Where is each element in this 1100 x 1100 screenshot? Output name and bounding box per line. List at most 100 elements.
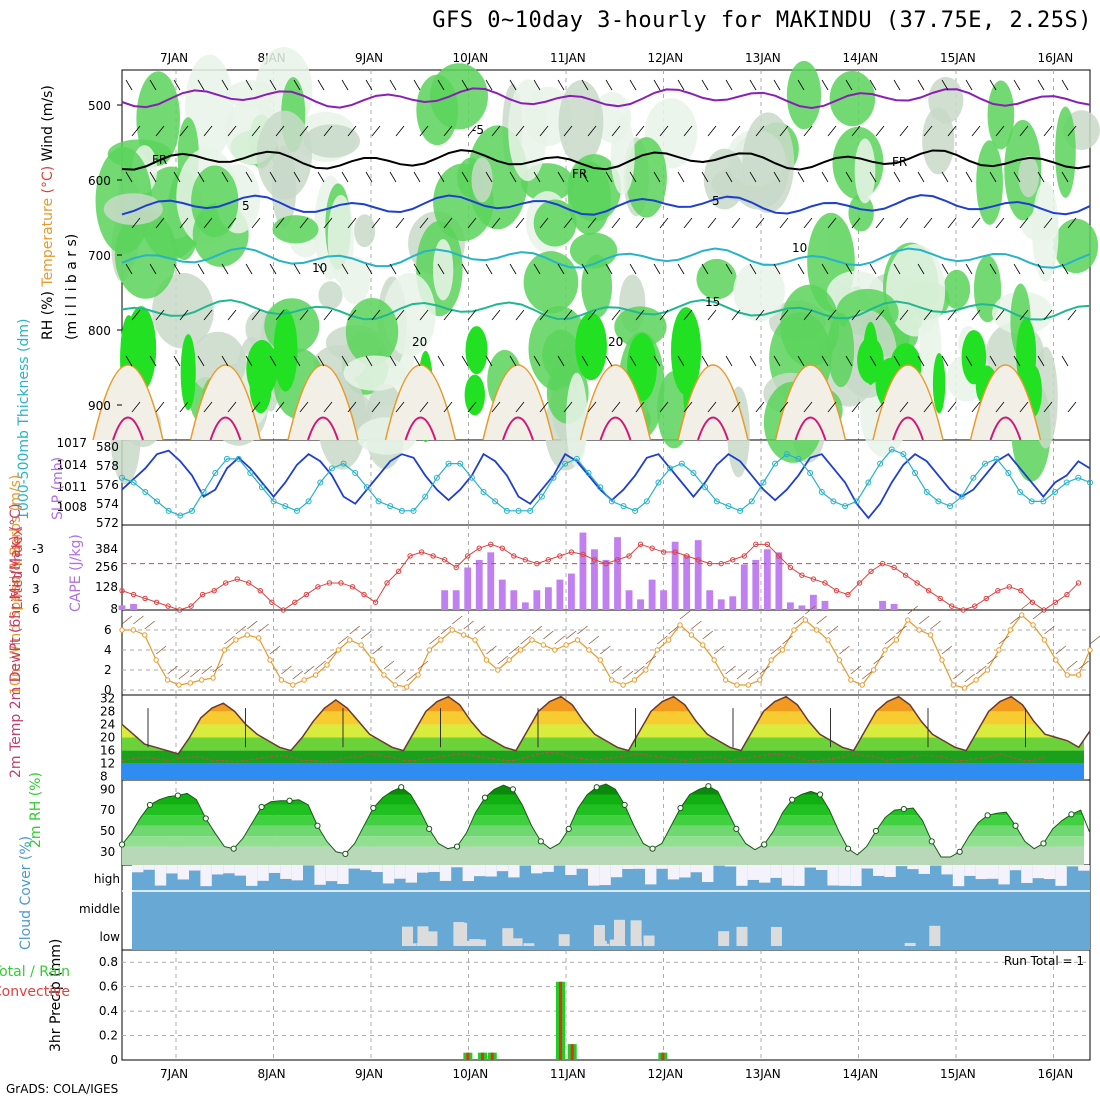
wind-speed-point	[620, 682, 626, 688]
li-point	[1075, 580, 1082, 586]
li-point	[868, 568, 874, 575]
wind-speed-point	[1064, 672, 1070, 678]
rh-point	[230, 845, 237, 852]
wind-barb	[749, 79, 757, 91]
li-point	[591, 557, 598, 563]
wind-speed-point	[700, 642, 706, 648]
wind-barb	[731, 401, 741, 413]
wind-speed-point	[153, 657, 159, 663]
cloud-bg	[132, 865, 1090, 950]
bottom-date-label: 8JAN	[258, 1067, 286, 1081]
wind-barb	[221, 79, 229, 91]
wind-barb	[629, 355, 637, 367]
wind-speed-point	[278, 677, 285, 683]
low-cloud-gap	[718, 931, 730, 946]
wind-barb	[347, 125, 357, 137]
thickness-point	[970, 474, 977, 481]
wind-barb	[587, 125, 597, 137]
wind-barb	[474, 625, 486, 635]
wind-speed-point	[164, 677, 171, 683]
wind-speed-point	[449, 627, 455, 633]
wind-barb	[653, 79, 661, 91]
cape-bar	[464, 567, 472, 610]
top-date-label: 11JAN	[550, 51, 586, 65]
wind-barb	[486, 645, 497, 655]
wind-speed-point	[631, 677, 638, 683]
wind-barb	[461, 171, 469, 183]
wind-speed-point	[791, 627, 797, 633]
wind-barb	[1043, 217, 1053, 229]
thickness-point	[725, 503, 732, 510]
thickness-tick: 574	[96, 497, 119, 511]
wind-barb	[611, 125, 621, 137]
precip-tick: 0.6	[99, 980, 118, 994]
wind-barb	[899, 401, 909, 413]
slp-tick: 1011	[56, 480, 87, 494]
wind-barb	[947, 217, 957, 229]
wind-barb	[292, 670, 304, 680]
rh-point	[202, 815, 209, 822]
wind-barb	[155, 217, 165, 229]
wind-barb	[515, 125, 525, 137]
temp-tick: 16	[100, 744, 115, 758]
low-cloud-gap	[511, 938, 523, 946]
bottom-date-label: 7JAN	[160, 1067, 188, 1081]
wind-speed-point	[586, 647, 592, 653]
wind-barb	[443, 125, 453, 137]
cape-bar	[568, 573, 575, 610]
wind-barb	[251, 401, 261, 413]
wind-barb	[869, 355, 877, 367]
wind-barb	[773, 79, 781, 91]
wind-barb	[587, 309, 597, 321]
rh-shading	[1032, 180, 1059, 282]
wind-barb	[269, 645, 281, 655]
high-cloud-gap	[531, 865, 543, 874]
wind-barb	[1013, 263, 1021, 275]
rh-shading-high	[863, 321, 878, 385]
wind-barb	[893, 171, 901, 183]
wind-barb	[179, 217, 189, 229]
high-cloud-gap	[382, 865, 395, 884]
li-point	[879, 560, 886, 567]
isotherm-label: 5	[242, 199, 250, 213]
cape-bar	[475, 559, 483, 610]
wind-speed-point	[142, 632, 148, 638]
wind-barb	[731, 125, 741, 137]
rh-shading	[1018, 155, 1039, 198]
wind-barb	[899, 125, 909, 137]
thickness-point	[655, 479, 662, 486]
wind-barb	[941, 645, 953, 655]
low-cloud-gap	[595, 940, 607, 946]
isotherm-line	[121, 149, 1091, 171]
wind-speed-point	[483, 657, 490, 663]
wind-barb	[227, 309, 237, 321]
wind-barb	[149, 355, 157, 367]
cloud-row-label: middle	[79, 902, 120, 916]
thickness-point	[153, 498, 160, 505]
rh-shading	[1033, 346, 1058, 449]
wind-speed-point	[301, 677, 307, 683]
wind-barb	[149, 79, 157, 91]
wind-barb	[360, 630, 372, 640]
thickness-point	[235, 455, 242, 462]
li-point	[695, 557, 701, 563]
wind-barb	[707, 401, 717, 413]
rh-point	[481, 794, 489, 801]
rh-shading	[786, 60, 822, 130]
li-point	[557, 553, 563, 559]
pressure-tick: 700	[88, 249, 111, 263]
wind-barb	[635, 217, 645, 229]
high-cloud-gap	[838, 865, 851, 886]
wind-barb	[725, 171, 733, 183]
rh-point	[174, 792, 181, 799]
wind-barb	[437, 79, 445, 91]
thickness-point	[1005, 470, 1012, 477]
wind-barb	[467, 125, 477, 137]
rh-point	[621, 801, 628, 809]
cape-tick: 256	[95, 560, 118, 574]
thickness-point	[200, 488, 207, 495]
wind-barb	[508, 645, 520, 655]
wind-barb	[1013, 171, 1021, 183]
li-point	[453, 564, 459, 571]
cape-ylabel: CAPE (J/kg)	[68, 534, 84, 612]
